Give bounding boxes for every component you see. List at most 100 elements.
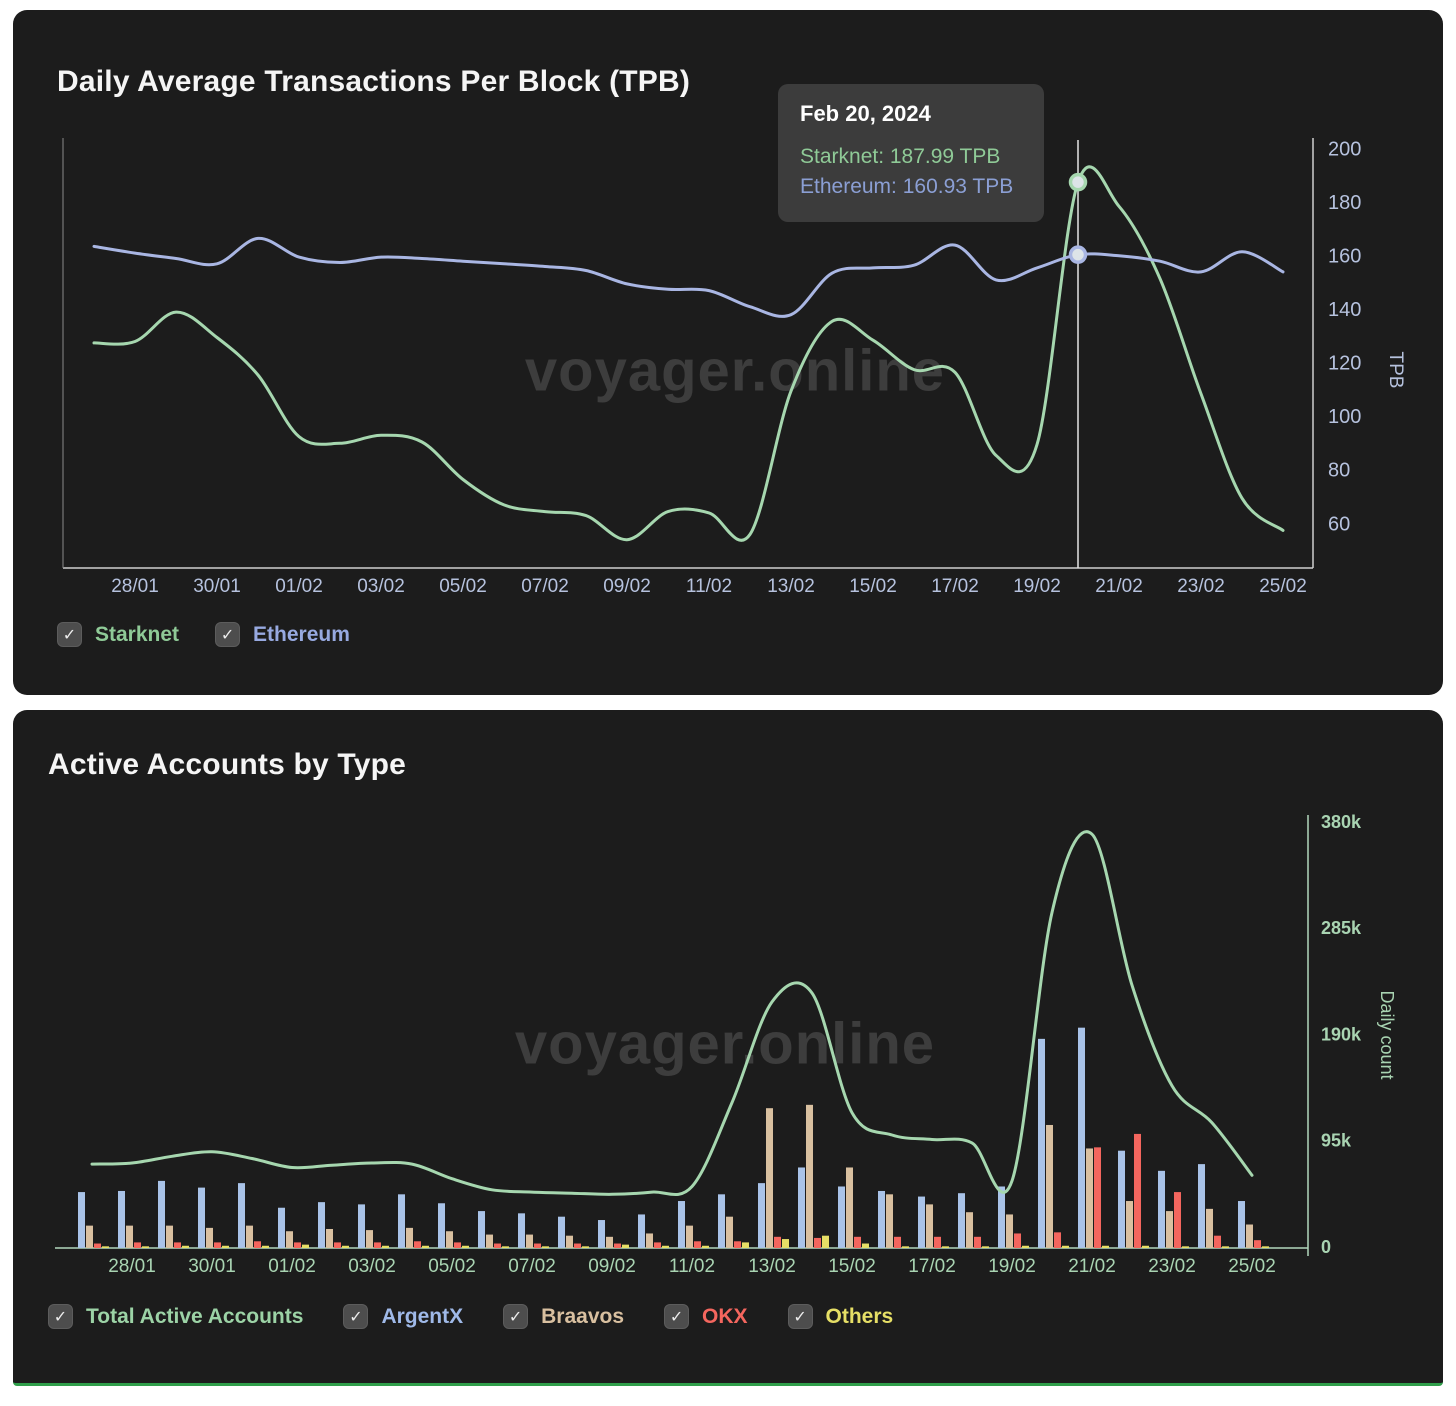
argentx-bar[interactable] xyxy=(878,1190,885,1248)
argentx-bar[interactable] xyxy=(918,1196,925,1248)
others-bar[interactable] xyxy=(1182,1246,1189,1248)
braavos-bar[interactable] xyxy=(886,1194,893,1248)
okx-bar[interactable] xyxy=(774,1236,781,1248)
okx-bar[interactable] xyxy=(454,1242,461,1248)
others-bar[interactable] xyxy=(502,1246,509,1248)
argentx-bar[interactable] xyxy=(718,1194,725,1248)
braavos-bar[interactable] xyxy=(1206,1208,1213,1248)
others-bar[interactable] xyxy=(182,1245,189,1248)
braavos-bar[interactable] xyxy=(766,1108,773,1248)
argentx-bar[interactable] xyxy=(78,1192,85,1248)
active-accounts-legend-item-argentx[interactable]: ✓ ArgentX xyxy=(343,1304,463,1329)
argentx-bar[interactable] xyxy=(798,1167,805,1248)
others-bar[interactable] xyxy=(1222,1246,1229,1248)
others-bar[interactable] xyxy=(622,1244,629,1248)
argentx-bar[interactable] xyxy=(838,1186,845,1248)
active-accounts-chart[interactable]: voyager.online 0 95k 190k 285k 380k Daily coun… xyxy=(13,710,1443,1383)
okx-bar[interactable] xyxy=(254,1241,261,1248)
argentx-bar[interactable] xyxy=(558,1216,565,1248)
braavos-bar[interactable] xyxy=(166,1225,173,1248)
total-active-accounts-line[interactable] xyxy=(90,830,1254,1196)
braavos-bar[interactable] xyxy=(566,1235,573,1248)
others-bar[interactable] xyxy=(1062,1245,1069,1248)
others-bar[interactable] xyxy=(782,1239,789,1248)
tpb-legend-item-ethereum[interactable]: ✓ Ethereum xyxy=(215,622,350,647)
argentx-bar[interactable] xyxy=(358,1204,365,1248)
braavos-bar[interactable] xyxy=(1126,1201,1133,1248)
okx-bar[interactable] xyxy=(654,1242,661,1248)
tpb-legend-item-starknet[interactable]: ✓ Starknet xyxy=(57,622,179,647)
okx-bar[interactable] xyxy=(854,1236,861,1248)
argentx-bar[interactable] xyxy=(518,1213,525,1248)
others-bar[interactable] xyxy=(222,1245,229,1248)
braavos-bar[interactable] xyxy=(726,1216,733,1248)
argentx-bar[interactable] xyxy=(1118,1150,1125,1248)
okx-bar[interactable] xyxy=(414,1241,421,1248)
argentx-bar[interactable] xyxy=(318,1202,325,1248)
others-bar[interactable] xyxy=(102,1246,109,1248)
okx-bar[interactable] xyxy=(1254,1240,1261,1248)
okx-bar[interactable] xyxy=(1094,1147,1101,1248)
argentx-bar[interactable] xyxy=(598,1220,605,1248)
others-bar[interactable] xyxy=(862,1243,869,1248)
argentx-bar[interactable] xyxy=(958,1193,965,1248)
argentx-bar[interactable] xyxy=(118,1190,125,1248)
others-bar[interactable] xyxy=(742,1242,749,1248)
braavos-bar[interactable] xyxy=(246,1225,253,1248)
okx-bar[interactable] xyxy=(734,1241,741,1248)
argentx-bar[interactable] xyxy=(1078,1027,1085,1248)
argentx-bar[interactable] xyxy=(158,1180,165,1248)
others-bar[interactable] xyxy=(1142,1245,1149,1248)
braavos-bar[interactable] xyxy=(126,1225,133,1248)
active-accounts-legend-item-braavos[interactable]: ✓ Braavos xyxy=(503,1304,624,1329)
active-accounts-legend-item-total-active-accounts[interactable]: ✓ Total Active Accounts xyxy=(48,1304,303,1329)
others-bar[interactable] xyxy=(662,1245,669,1248)
okx-bar[interactable] xyxy=(94,1243,101,1248)
others-bar[interactable] xyxy=(1262,1246,1269,1248)
argentx-bar[interactable] xyxy=(478,1211,485,1248)
others-bar[interactable] xyxy=(582,1246,589,1248)
others-bar[interactable] xyxy=(542,1246,549,1248)
argentx-bar[interactable] xyxy=(238,1183,245,1248)
others-bar[interactable] xyxy=(902,1246,909,1248)
braavos-bar[interactable] xyxy=(206,1227,213,1248)
checkbox-checked-icon[interactable]: ✓ xyxy=(48,1304,73,1329)
argentx-bar[interactable] xyxy=(278,1207,285,1248)
braavos-bar[interactable] xyxy=(406,1227,413,1248)
okx-bar[interactable] xyxy=(894,1236,901,1248)
braavos-bar[interactable] xyxy=(806,1104,813,1248)
others-bar[interactable] xyxy=(462,1245,469,1248)
others-bar[interactable] xyxy=(822,1235,829,1248)
checkbox-checked-icon[interactable]: ✓ xyxy=(503,1304,529,1329)
others-bar[interactable] xyxy=(262,1245,269,1248)
others-bar[interactable] xyxy=(382,1245,389,1248)
braavos-bar[interactable] xyxy=(1046,1124,1053,1248)
okx-bar[interactable] xyxy=(174,1242,181,1248)
braavos-bar[interactable] xyxy=(846,1167,853,1248)
others-bar[interactable] xyxy=(342,1245,349,1248)
argentx-bar[interactable] xyxy=(1198,1164,1205,1248)
argentx-bar[interactable] xyxy=(1238,1201,1245,1248)
others-bar[interactable] xyxy=(1102,1245,1109,1248)
braavos-bar[interactable] xyxy=(966,1212,973,1248)
argentx-bar[interactable] xyxy=(1038,1038,1045,1248)
argentx-bar[interactable] xyxy=(678,1201,685,1248)
argentx-bar[interactable] xyxy=(438,1203,445,1248)
braavos-bar[interactable] xyxy=(606,1236,613,1248)
ethereum-line[interactable] xyxy=(92,236,1285,318)
checkbox-checked-icon[interactable]: ✓ xyxy=(664,1304,690,1329)
others-bar[interactable] xyxy=(302,1244,309,1248)
okx-bar[interactable] xyxy=(934,1236,941,1248)
braavos-bar[interactable] xyxy=(286,1231,293,1248)
braavos-bar[interactable] xyxy=(1006,1214,1013,1248)
braavos-bar[interactable] xyxy=(366,1230,373,1248)
okx-bar[interactable] xyxy=(814,1237,821,1248)
active-accounts-legend-item-others[interactable]: ✓ Others xyxy=(787,1304,893,1329)
okx-bar[interactable] xyxy=(294,1242,301,1248)
argentx-bar[interactable] xyxy=(998,1186,1005,1248)
others-bar[interactable] xyxy=(142,1246,149,1248)
okx-bar[interactable] xyxy=(1174,1192,1181,1248)
okx-bar[interactable] xyxy=(334,1242,341,1248)
okx-bar[interactable] xyxy=(494,1243,501,1248)
argentx-bar[interactable] xyxy=(198,1187,205,1248)
